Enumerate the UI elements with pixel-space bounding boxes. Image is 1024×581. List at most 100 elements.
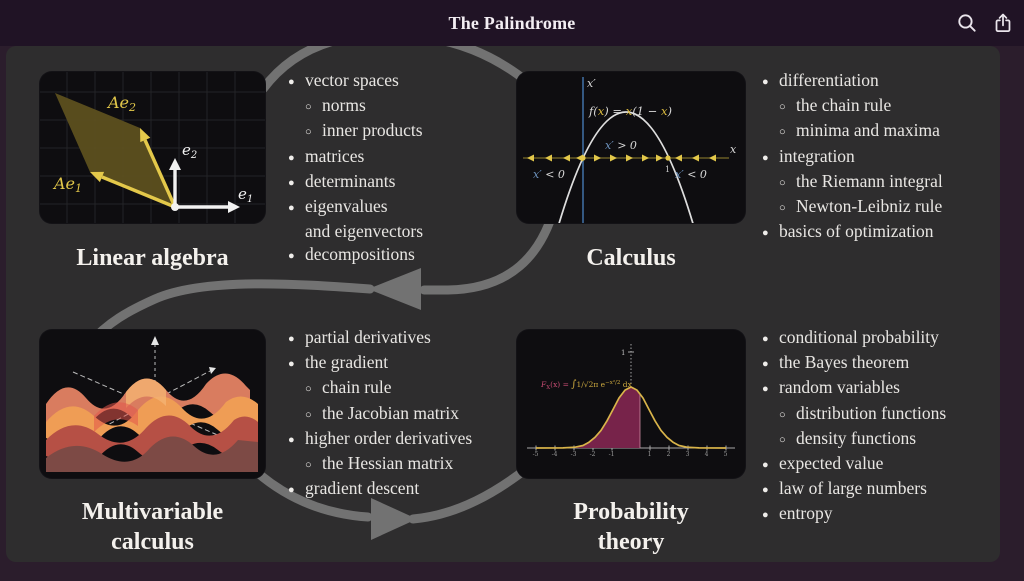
bullet-marker: ○ [779,433,786,446]
label-function: f(x) = x(1 − x) [588,104,672,118]
probability-figure: 1 FX(x) = ∫1/√2π e−x²/2 dx [527,344,735,451]
list-item-text: the Jacobian matrix [322,402,460,423]
list-item: ○ density functions [779,427,946,452]
list-item-text: expected value [779,453,884,474]
calculus-figure: x′ f(x) = x(1 − x) x′ > 0 x′ < 0 x′ < 0 … [523,77,737,223]
surface-ridge-frontmost [46,436,258,472]
list-item: ● the gradient [288,351,472,376]
list-item-text: higher order derivatives [305,427,473,448]
list-item: ● integration [762,145,943,170]
bullet-marker: ● [288,358,295,371]
bullet-marker: ● [288,176,295,189]
label-xprime-negative-left: x′ < 0 [533,168,565,181]
list-item-text: chain rule [322,377,392,398]
list-item: ● conditional probability [762,326,946,351]
axis-tick-label [621,451,640,461]
list-item-text: matrices [305,145,365,166]
bullet-marker: ● [762,459,769,472]
bullet-marker: ○ [779,408,786,421]
label-x-axis: x [730,143,737,156]
axis-tick-label: 2 [666,451,671,458]
bullet-marker: ○ [305,459,312,472]
page-title: The Palindrome [448,13,576,33]
list-item: ● the Bayes theorem [762,351,946,376]
vector-e1-head [228,201,240,213]
list-item-text: distribution functions [796,402,947,423]
bullet-marker: ○ [779,101,786,114]
gaussian-curve [535,386,727,449]
list-item: ● differentiation [762,69,943,94]
vector-Ae1 [101,175,176,209]
title-line: Calculus [586,245,676,271]
title-line: Probability [573,499,689,525]
surface-ridge-mid [46,396,258,447]
list-item-text: law of large numbers [779,478,927,499]
thumbnail-linear-algebra[interactable]: Ae2 Ae1 e2 e1 [40,72,265,223]
bullet-marker: ● [288,202,295,215]
share-icon[interactable] [992,12,1014,34]
thumbnail-multivariable-calculus[interactable] [40,330,265,478]
list-item-text: determinants [305,170,396,191]
topic-list-probability-theory: ● conditional probability ● the Bayes theor… [762,326,946,528]
list-item-text: minima and maxima [796,120,940,141]
bullet-marker: ○ [305,126,312,139]
vector-e2-head [169,158,181,170]
bullet-marker: ● [762,484,769,497]
list-item-text: norms [322,95,366,116]
search-icon[interactable] [956,12,978,34]
list-item: ● matrices [288,145,423,170]
list-item-text: vector spaces [305,70,399,90]
probability-x-tick-labels: -5 -4 -3 -2 -1 1 2 3 4 5 [526,451,735,461]
bullet-marker: ● [288,433,295,446]
topic-list-multivariable-calculus: ● partial derivatives ● the gradient ○ chain … [288,326,472,502]
list-item: ● random variables [762,376,946,401]
list-item: ○ inner products [305,119,423,144]
multivariable-figure [46,336,258,472]
cdf-filled-area [536,387,640,448]
bullet-marker: ● [762,358,769,371]
bullet-marker: ● [762,76,769,88]
bullet-marker: ○ [779,202,786,215]
label-e2: e2 [182,141,197,161]
list-item: ○ the Jacobian matrix [305,402,472,427]
bullet-marker: ○ [305,101,312,114]
list-item: ● decompositions [288,243,423,268]
thumbnail-calculus[interactable]: x′ f(x) = x(1 − x) x′ > 0 x′ < 0 x′ < 0 … [517,72,745,223]
list-item-text: differentiation [779,70,879,90]
list-item: ○ norms [305,94,423,119]
bullet-marker: ○ [779,176,786,189]
list-item: ● higher order derivatives [288,427,472,452]
label-Ae2: Ae2 [106,93,136,114]
list-item-text: Newton-Leibniz rule [796,196,943,217]
list-item-text: decompositions [305,244,415,265]
axis-tick-label: -2 [589,451,596,458]
list-item: ● determinants [288,170,423,195]
bullet-marker: ● [288,484,295,497]
axis-tick-label: 1 [647,451,652,458]
list-item-text: the gradient [305,352,389,373]
list-item-text: the chain rule [796,95,892,116]
axis-tick-label: -4 [551,451,558,458]
bullet-marker: ● [762,509,769,522]
list-item-text: eigenvalues [305,196,388,217]
bullet-marker: ● [762,227,769,240]
axis-arrowhead [151,336,159,345]
list-item-text: inner products [322,120,423,141]
bullet-marker: ● [288,333,295,345]
list-item: ○ the Hessian matrix [305,452,472,477]
list-item-text: and eigenvectors [305,221,424,242]
header-bar: The Palindrome [0,0,1024,46]
bullet-marker: ● [288,76,295,88]
section-title-calculus: Calculus [517,243,745,273]
thumbnail-probability-theory[interactable]: 1 FX(x) = ∫1/√2π e−x²/2 dx [517,330,745,478]
search-icon-glyph [958,14,976,32]
label-xprime-positive: x′ > 0 [605,139,637,152]
bullet-marker: ● [288,250,295,263]
vector-Ae2-head [140,128,151,143]
list-item-text: density functions [796,427,917,448]
bullet-marker: ○ [779,126,786,139]
list-item: ● basics of optimization [762,220,943,245]
axis-tick-label: 5 [723,451,728,458]
list-item: ● entropy [762,502,946,527]
share-icon-glyph [995,13,1011,33]
